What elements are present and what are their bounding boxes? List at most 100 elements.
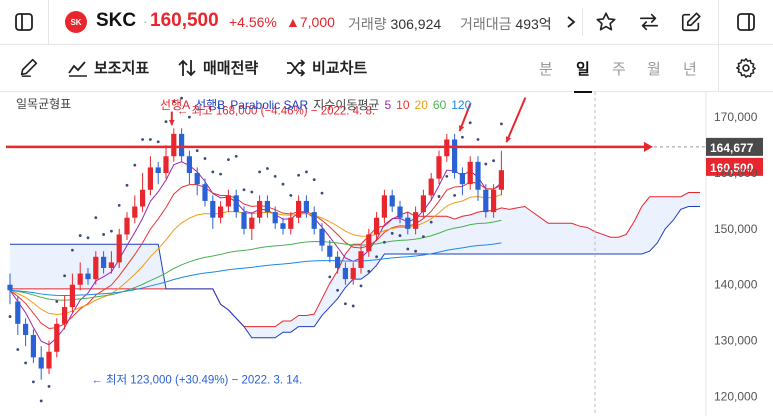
- sar-dot: [110, 229, 113, 233]
- sar-dot: [351, 304, 355, 308]
- candle: [264, 195, 270, 218]
- volume-label: 거래량: [348, 16, 387, 32]
- sar-dot: [133, 163, 137, 167]
- candle-body: [30, 335, 36, 358]
- candle-body: [436, 156, 442, 179]
- sar-dot: [164, 120, 168, 124]
- sar-dot: [63, 274, 66, 278]
- candle-body: [389, 195, 395, 207]
- edit-button[interactable]: [679, 10, 703, 34]
- candle: [475, 156, 481, 201]
- candle: [428, 173, 434, 201]
- candle-body: [218, 206, 224, 218]
- sar-dot: [344, 302, 347, 306]
- strategy-button[interactable]: 매매전략: [177, 57, 258, 78]
- sar-dot: [383, 240, 386, 244]
- y-tick-label: 150,000: [714, 222, 758, 236]
- chart-settings-button[interactable]: [718, 45, 773, 91]
- candle: [319, 223, 325, 252]
- legend-senkou-a: 선행A: [160, 98, 191, 112]
- candle-body: [374, 217, 380, 235]
- y-tick-label: 170,000: [714, 110, 758, 124]
- candle-body: [171, 133, 177, 157]
- sar-dot: [219, 172, 223, 176]
- candle: [101, 251, 107, 274]
- indicators-button[interactable]: 보조지표: [68, 57, 149, 78]
- drawing-tool-button[interactable]: [18, 56, 40, 78]
- candle: [147, 156, 153, 196]
- candle: [218, 200, 224, 224]
- more-info-button[interactable]: [560, 8, 583, 36]
- candle: [194, 167, 200, 196]
- sar-dot: [359, 284, 363, 288]
- hline-price-label: 164,677: [710, 141, 754, 155]
- candle-body: [85, 273, 91, 280]
- candle: [350, 262, 356, 285]
- period-day[interactable]: 일: [574, 58, 592, 93]
- candle: [311, 206, 317, 235]
- sar-dot: [71, 248, 74, 252]
- buy-sell-icon: [178, 59, 196, 76]
- candle: [179, 128, 185, 162]
- candle-body: [46, 351, 52, 369]
- favorite-button[interactable]: [594, 10, 618, 34]
- candle-body: [491, 189, 497, 213]
- overlay-label: 일목균형표: [16, 97, 71, 111]
- candle: [241, 206, 247, 235]
- candle: [69, 273, 75, 313]
- candle-body: [202, 184, 208, 201]
- strategy-label: 매매전략: [203, 60, 259, 77]
- candle-body: [249, 217, 255, 229]
- chart-legend: 선행A 선행B Parabolic SAR 지수이동평균 5 10 20 60 120: [160, 96, 476, 113]
- price-chart[interactable]: 164,677 160,500 ← 최고 168,000 (−4.46%) − 20…: [0, 92, 773, 416]
- sar-dot: [242, 188, 246, 192]
- candle: [140, 173, 146, 213]
- candle-body: [140, 189, 146, 207]
- period-minute[interactable]: 분: [539, 61, 553, 78]
- candle-body: [179, 133, 185, 157]
- volume: 거래량 306,924: [348, 14, 441, 34]
- sar-dot: [336, 288, 339, 292]
- candle: [7, 273, 13, 305]
- candle-body: [350, 267, 356, 280]
- period-week[interactable]: 주: [612, 61, 626, 78]
- candle: [335, 251, 341, 274]
- right-panel-button[interactable]: [718, 0, 773, 44]
- period-month[interactable]: 월: [647, 61, 661, 78]
- candle-body: [23, 323, 29, 335]
- compare-button[interactable]: 비교차트: [286, 57, 367, 78]
- sar-dot: [461, 135, 464, 139]
- candle-body: [108, 262, 114, 268]
- candle-body: [101, 256, 107, 268]
- sar-dot: [273, 174, 277, 178]
- sar-dot: [47, 384, 51, 388]
- period-year[interactable]: 년: [683, 61, 697, 78]
- candle-body: [475, 161, 481, 190]
- current-price-tag: [706, 157, 763, 176]
- ema-10-line: [9, 181, 502, 329]
- pointer-arrowhead: [168, 120, 175, 126]
- candle-body: [358, 251, 364, 268]
- company-logo: SK: [65, 11, 87, 33]
- edit-square-icon: [681, 12, 701, 32]
- sar-dot: [297, 173, 300, 177]
- candle-body: [311, 212, 317, 229]
- amount-value: 493억: [515, 16, 552, 32]
- panel-toggle-button[interactable]: [0, 0, 49, 44]
- y-tick-label: 140,000: [714, 278, 758, 292]
- candle: [280, 217, 286, 235]
- switch-button[interactable]: [637, 10, 661, 34]
- sar-dot: [445, 174, 449, 178]
- candle-body: [15, 301, 21, 324]
- candle-body: [413, 212, 419, 229]
- candle: [257, 195, 263, 224]
- candle-body: [225, 195, 231, 207]
- ichimoku-cloud: [10, 192, 700, 338]
- candle: [436, 150, 442, 185]
- legend-ma-60: 60: [432, 98, 447, 112]
- sar-dot: [429, 220, 433, 224]
- sar-dot: [141, 138, 145, 141]
- candle: [77, 262, 83, 291]
- sar-dot: [188, 115, 191, 119]
- candle-body: [194, 173, 200, 185]
